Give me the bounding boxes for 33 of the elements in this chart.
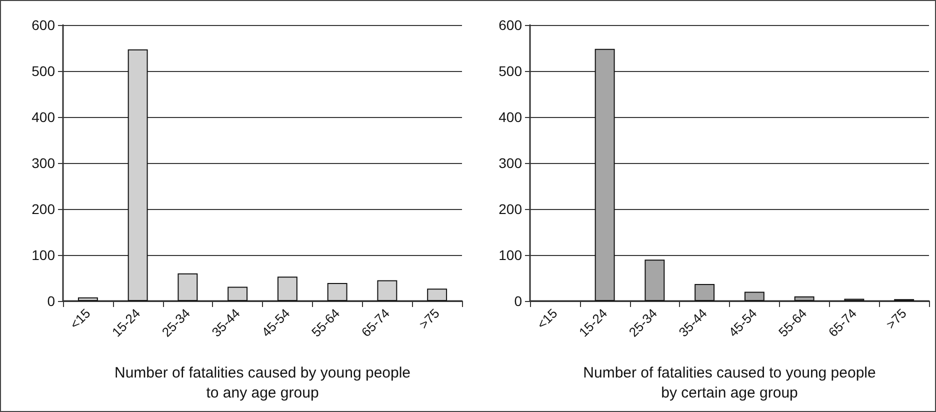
- y-tick-label: 300: [32, 155, 56, 171]
- bar: [228, 286, 248, 301]
- x-tick-label: >75: [883, 306, 910, 332]
- bar: [644, 260, 665, 301]
- bar: [277, 276, 298, 301]
- bar: [794, 296, 814, 301]
- y-tick-label: 300: [498, 155, 522, 171]
- y-tick-label: 200: [32, 201, 56, 217]
- y-tick-label: 400: [498, 109, 522, 125]
- x-tick-label: <15: [534, 306, 560, 332]
- bar: [128, 49, 148, 301]
- y-tick-label: 600: [498, 17, 522, 33]
- bar: [178, 273, 198, 301]
- bar: [327, 283, 348, 301]
- y-tick-label: 0: [514, 293, 522, 309]
- x-axis-title: Number of fatalities caused to young people by certain age group: [583, 364, 876, 402]
- y-tick-label: 200: [498, 201, 522, 217]
- bar: [427, 288, 448, 301]
- y-tick-label: 500: [498, 63, 522, 79]
- bar: [594, 48, 615, 301]
- x-tick-label: >75: [416, 306, 442, 332]
- bar: [377, 280, 398, 301]
- x-axis-title: Number of fatalities caused by young people to any age group: [114, 364, 411, 402]
- y-tick-label: 0: [47, 293, 56, 309]
- y-tick-label: 600: [32, 17, 56, 33]
- bar: [744, 292, 764, 301]
- x-tick-label: <15: [67, 306, 94, 332]
- y-tick-label: 100: [498, 247, 522, 263]
- bar: [694, 284, 715, 301]
- bar: [78, 297, 98, 301]
- y-tick-label: 100: [32, 247, 56, 263]
- y-tick-label: 400: [32, 109, 56, 125]
- y-tick-label: 500: [32, 63, 56, 79]
